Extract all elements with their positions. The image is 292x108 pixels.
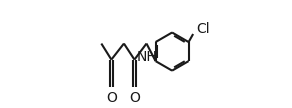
Text: O: O xyxy=(129,91,140,105)
Text: O: O xyxy=(106,91,117,105)
Text: NH: NH xyxy=(137,50,157,64)
Text: Cl: Cl xyxy=(196,22,210,36)
